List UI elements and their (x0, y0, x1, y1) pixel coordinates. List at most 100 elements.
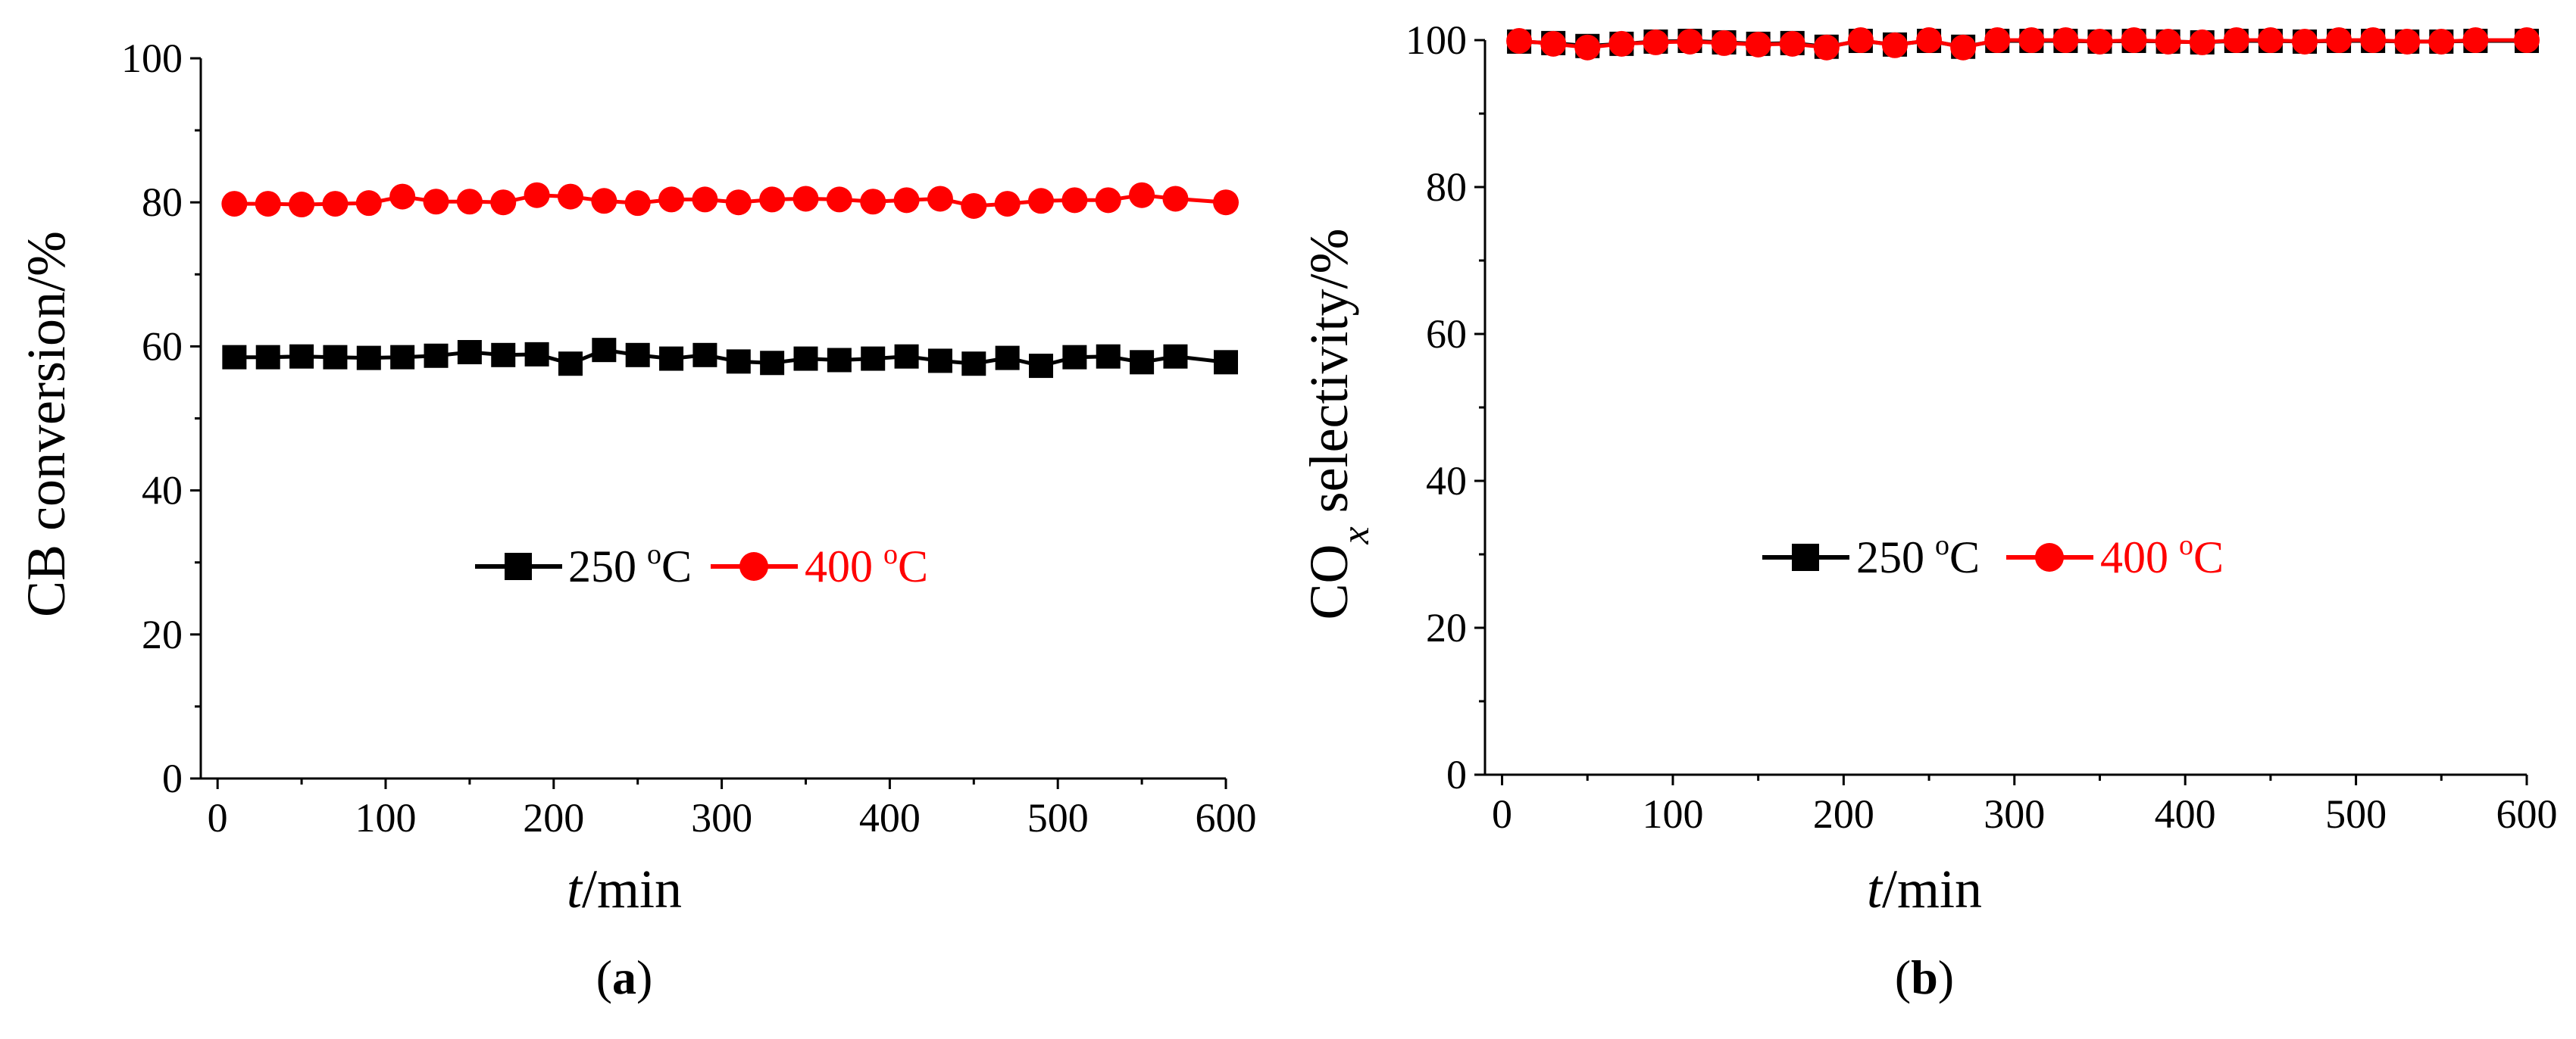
y-tick-label: 20 (142, 612, 183, 657)
data-point-250 (1096, 344, 1121, 369)
data-point-250 (222, 345, 247, 370)
data-point-400 (2121, 27, 2147, 53)
data-point-400 (1028, 188, 1055, 214)
data-point-400 (658, 186, 685, 213)
data-point-250 (524, 342, 549, 367)
data-point-400 (893, 187, 920, 214)
data-point-400 (2394, 28, 2421, 55)
data-point-250 (592, 338, 617, 363)
data-point-400 (1506, 27, 1533, 54)
data-point-400 (1677, 28, 1703, 55)
data-point-400 (2291, 28, 2318, 55)
data-point-400 (2326, 27, 2352, 53)
legend-marker-250 (505, 553, 532, 580)
x-tick-label: 300 (1984, 791, 2045, 837)
data-point-400 (1916, 27, 1943, 53)
data-point-250 (1029, 354, 1054, 379)
data-point-250 (1130, 350, 1155, 375)
data-point-400 (624, 190, 651, 217)
data-point-250 (995, 345, 1020, 370)
data-point-400 (759, 186, 786, 213)
y-tick-label: 100 (1405, 17, 1467, 63)
legend-label-250: 250 oC (568, 538, 692, 591)
data-point-400 (2462, 27, 2489, 53)
data-point-250 (1214, 350, 1238, 375)
legend-marker-400 (739, 552, 768, 581)
data-point-400 (289, 192, 315, 218)
data-point-400 (1162, 186, 1189, 212)
panel-b: 0 20 40 60 80 100 0 100 200 300 400 500 600 COx sele… (1299, 17, 2558, 1004)
data-point-400 (1061, 187, 1088, 214)
y-tick-label: 0 (162, 756, 183, 801)
legend-label-400: 400 oC (2100, 529, 2224, 582)
y-axis-title-a: CB conversion/% (16, 231, 77, 617)
data-point-250 (457, 340, 482, 365)
data-point-400 (1847, 27, 1874, 53)
data-point-400 (1608, 30, 1635, 57)
x-tick-label: 0 (208, 795, 228, 841)
data-point-400 (524, 182, 550, 208)
y-tick-label: 40 (142, 468, 183, 513)
x-tick-label: 400 (859, 795, 921, 841)
data-point-250 (927, 348, 952, 373)
y-tick-label: 100 (121, 36, 183, 81)
x-axis-title-b: t/min (1867, 859, 1982, 919)
data-point-400 (1213, 189, 1239, 216)
data-point-400 (2189, 29, 2215, 55)
data-point-400 (1095, 187, 1121, 214)
data-point-250 (726, 349, 751, 374)
data-point-400 (2360, 27, 2387, 53)
data-point-400 (322, 191, 349, 217)
y-axis-title-b: COx selectivity/% (1299, 228, 1377, 619)
data-point-400 (355, 190, 382, 217)
y-tick-label: 0 (1446, 752, 1467, 797)
y-tick-label: 80 (142, 179, 183, 225)
data-point-400 (423, 189, 449, 215)
data-point-250 (558, 351, 583, 376)
panel-label-a: (a) (596, 950, 653, 1004)
data-point-400 (2514, 27, 2540, 53)
data-point-250 (1062, 345, 1087, 370)
y-tick-label: 60 (142, 323, 183, 369)
legend-marker-250 (1792, 544, 1819, 571)
legend-b: 250 oC 400 oC (1762, 529, 2224, 582)
data-point-400 (1711, 30, 1737, 56)
data-point-400 (725, 189, 752, 216)
data-point-400 (927, 186, 953, 212)
x-tick-label: 0 (1492, 791, 1512, 837)
y-tick-label: 40 (1426, 458, 1467, 504)
data-point-400 (1745, 31, 1771, 58)
data-point-250 (961, 351, 986, 376)
data-point-400 (2257, 27, 2284, 53)
data-point-250 (861, 346, 886, 371)
data-point-400 (1574, 34, 1601, 61)
data-point-400 (2018, 27, 2045, 53)
data-point-400 (1950, 34, 1977, 61)
x-axis-title-a: t/min (567, 859, 682, 919)
data-point-250 (289, 344, 314, 369)
data-point-250 (255, 345, 280, 370)
x-tick-label: 400 (2155, 791, 2216, 837)
x-tick-label: 600 (1196, 795, 1257, 841)
data-point-250 (625, 342, 650, 367)
data-point-400 (389, 183, 416, 210)
x-tick-label: 100 (355, 795, 416, 841)
data-point-400 (692, 186, 718, 213)
data-point-400 (255, 191, 281, 217)
data-point-400 (2155, 28, 2181, 55)
legend-marker-400 (2035, 543, 2064, 572)
legend-a: 250 oC 400 oC (475, 538, 928, 591)
data-point-400 (1813, 34, 1840, 61)
data-point-400 (1643, 29, 1669, 55)
data-point-400 (490, 189, 517, 216)
y-tick-label: 80 (1426, 164, 1467, 210)
x-tick-label: 500 (2325, 791, 2387, 837)
data-point-400 (826, 186, 852, 213)
x-tick-label: 600 (2496, 791, 2558, 837)
y-tick-label: 60 (1426, 311, 1467, 357)
data-point-250 (793, 346, 818, 371)
x-tick-label: 200 (1813, 791, 1874, 837)
data-point-400 (221, 191, 248, 217)
data-point-400 (456, 189, 483, 215)
data-point-400 (1881, 32, 1908, 58)
